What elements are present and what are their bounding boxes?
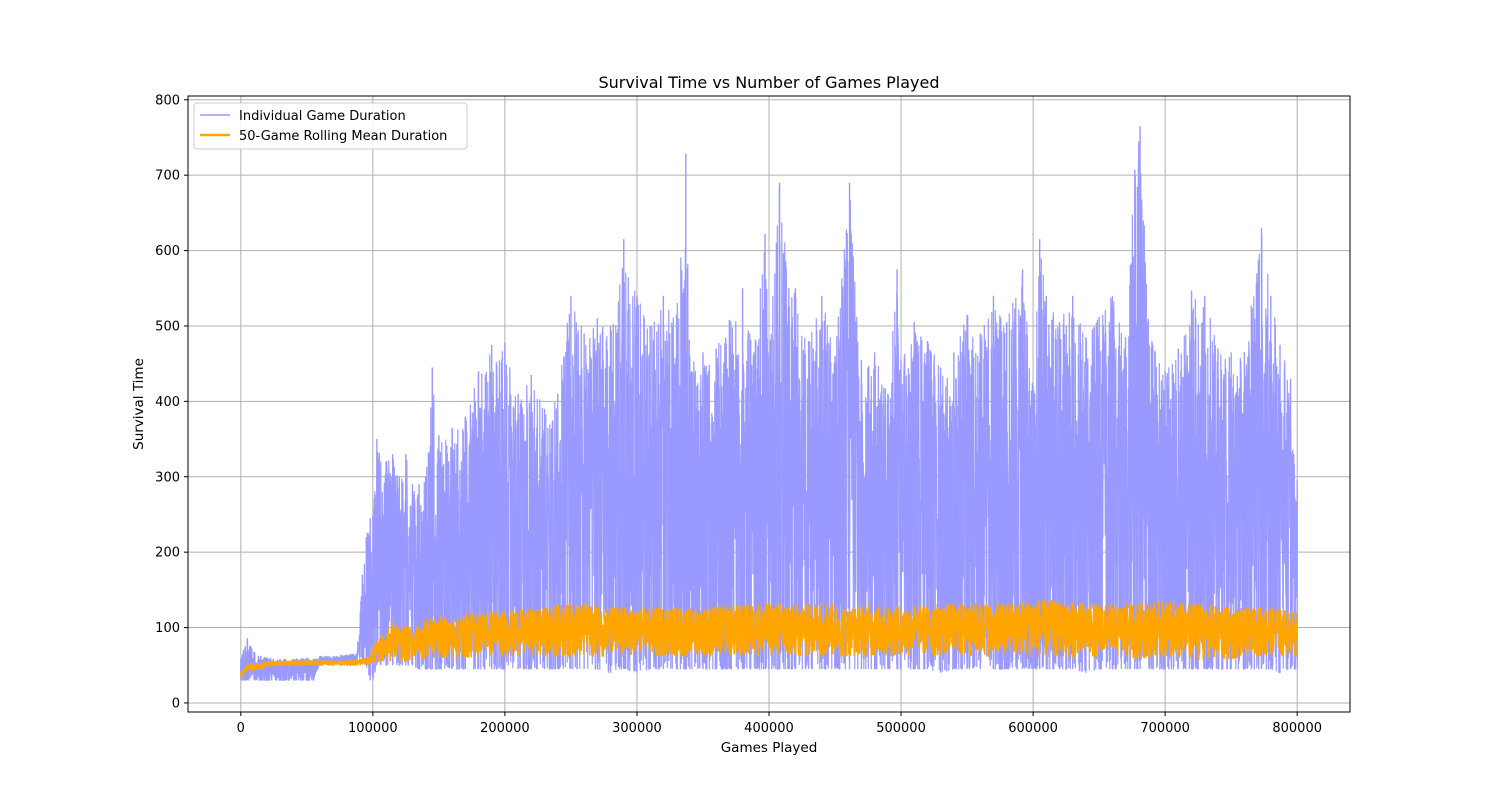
x-tick-label: 0	[237, 721, 245, 736]
legend-label-rolling-mean: 50-Game Rolling Mean Duration	[239, 129, 447, 144]
y-tick-label: 100	[155, 621, 180, 636]
x-tick-label: 200000	[480, 721, 530, 736]
y-tick-label: 400	[155, 395, 180, 410]
y-tick-label: 800	[155, 93, 180, 108]
x-tick-label: 600000	[1008, 721, 1058, 736]
ticks: 0 100000 200000 300000 400000 500000 600000 700…	[155, 93, 1322, 736]
y-tick-label: 500	[155, 319, 180, 334]
x-tick-label: 500000	[876, 721, 926, 736]
y-tick-label: 0	[172, 696, 180, 711]
x-tick-label: 400000	[744, 721, 794, 736]
series-rolling-mean-duration	[240, 599, 1298, 679]
x-tick-label: 300000	[612, 721, 662, 736]
plot-data	[240, 126, 1298, 681]
legend-label-individual: Individual Game Duration	[239, 109, 406, 124]
x-axis-label: Games Played	[721, 740, 818, 756]
y-tick-label: 700	[155, 169, 180, 184]
x-tick-label: 100000	[348, 721, 398, 736]
x-tick-label: 800000	[1272, 721, 1322, 736]
legend: Individual Game Duration 50-Game Rolling…	[193, 102, 468, 150]
y-tick-label: 200	[155, 546, 180, 561]
y-tick-label: 600	[155, 244, 180, 259]
y-tick-label: 300	[155, 470, 180, 485]
chart-title: Survival Time vs Number of Games Played	[598, 73, 939, 92]
x-tick-label: 700000	[1140, 721, 1190, 736]
y-axis-label: Survival Time	[131, 358, 147, 450]
legend-box	[193, 102, 468, 150]
